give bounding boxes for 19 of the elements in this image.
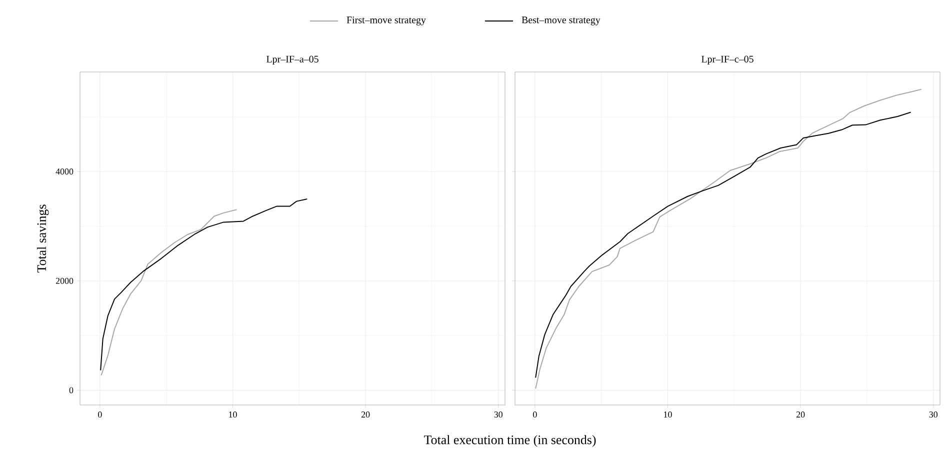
y-tick-label: 4000 bbox=[56, 168, 74, 175]
line-series bbox=[100, 198, 308, 371]
legend-label: First–move strategy bbox=[346, 16, 426, 26]
y-axis-title: Total savings bbox=[36, 204, 49, 273]
x-tick-label: 30 bbox=[929, 412, 938, 418]
legend-label: Best–move strategy bbox=[522, 16, 600, 26]
line-series bbox=[100, 209, 238, 376]
chart-title: Lpr–IF–c–05 bbox=[702, 56, 754, 64]
x-tick-label: 10 bbox=[664, 412, 672, 418]
x-tick-label: 30 bbox=[494, 412, 503, 418]
y-tick-label: 0 bbox=[69, 387, 74, 394]
x-axis-title: Total execution time (in seconds) bbox=[424, 435, 596, 447]
chart-title: Lpr–IF–a–05 bbox=[266, 56, 318, 64]
y-tick-label: 2000 bbox=[56, 278, 74, 284]
x-tick-label: 0 bbox=[98, 412, 102, 418]
x-tick-label: 10 bbox=[229, 412, 237, 418]
x-tick-label: 20 bbox=[796, 412, 805, 418]
x-tick-label: 20 bbox=[361, 412, 370, 418]
x-tick-label: 0 bbox=[533, 412, 537, 418]
